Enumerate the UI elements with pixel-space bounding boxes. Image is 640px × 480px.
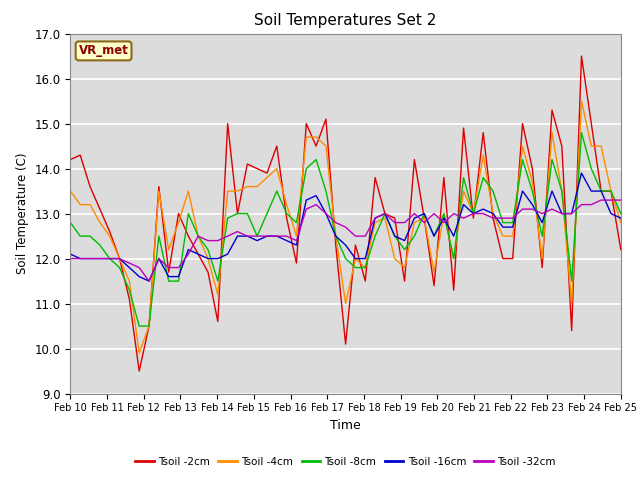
Y-axis label: Soil Temperature (C): Soil Temperature (C) [16, 153, 29, 275]
Text: VR_met: VR_met [79, 44, 129, 58]
X-axis label: Time: Time [330, 419, 361, 432]
Title: Soil Temperatures Set 2: Soil Temperatures Set 2 [255, 13, 436, 28]
Legend: Tsoil -2cm, Tsoil -4cm, Tsoil -8cm, Tsoil -16cm, Tsoil -32cm: Tsoil -2cm, Tsoil -4cm, Tsoil -8cm, Tsoi… [131, 453, 560, 471]
